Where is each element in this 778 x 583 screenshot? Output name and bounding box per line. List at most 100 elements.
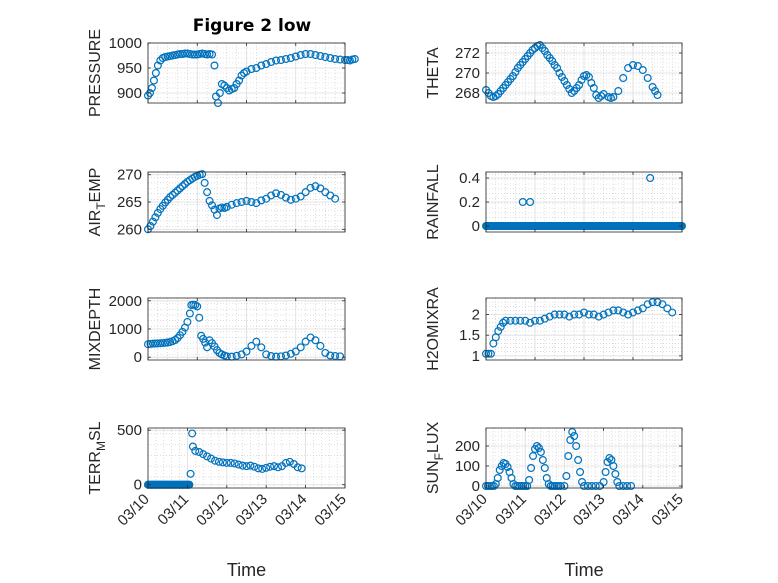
data-point <box>350 54 359 63</box>
data-point <box>151 213 160 222</box>
data-point <box>257 343 266 352</box>
data-point <box>191 301 200 310</box>
data-point <box>484 349 493 358</box>
data-point <box>237 71 246 80</box>
data-point <box>286 195 295 204</box>
data-point <box>555 310 564 319</box>
data-point <box>646 174 655 183</box>
data-point <box>627 482 636 491</box>
data-point <box>336 55 345 64</box>
x-tick-label: 03/12 <box>531 491 570 530</box>
data-point <box>527 464 536 473</box>
data-point <box>247 198 256 207</box>
data-point <box>331 54 340 63</box>
panel-8: 0 100 200 03/10 03/11 03/12 03/13 03/14 03/15 SUN… <box>425 422 687 580</box>
y-axis-label-subscript: F <box>432 453 446 460</box>
y-axis-label-rest: EMP <box>87 168 104 203</box>
data-point <box>594 312 603 321</box>
y-axis-label-main: MIXDEPTH <box>87 288 104 371</box>
data-point <box>609 92 618 101</box>
data-point <box>583 482 592 491</box>
data-point <box>575 80 584 89</box>
data-point <box>653 90 662 99</box>
data-point <box>173 186 182 195</box>
data-point <box>210 61 219 70</box>
data-point <box>579 482 588 491</box>
data-point <box>293 463 302 472</box>
data-point <box>296 50 305 59</box>
data-point <box>237 198 246 207</box>
data-point <box>493 474 502 483</box>
data-point <box>508 71 517 80</box>
ticks <box>485 43 683 103</box>
data-point <box>285 457 294 466</box>
x-tick-label: 03/10 <box>452 491 491 530</box>
y-tick-label: 268 <box>455 85 480 102</box>
ticks <box>485 172 683 232</box>
data-point <box>511 67 520 76</box>
data-point <box>613 478 622 487</box>
data-point <box>183 317 192 326</box>
data-point <box>147 83 156 92</box>
data-point <box>534 444 543 453</box>
data-point <box>168 190 177 199</box>
data-point <box>643 73 652 82</box>
data-point <box>301 188 310 197</box>
y-tick-label: 200 <box>455 438 480 455</box>
y-axis-label-main: H2OMIXRA <box>425 287 442 371</box>
data-point <box>628 60 637 69</box>
series-points <box>144 170 340 234</box>
data-point <box>491 91 500 100</box>
y-axis-label-main: PRESSURE <box>87 29 104 117</box>
figure-title: Figure 2 low <box>193 16 312 36</box>
data-point <box>486 349 495 358</box>
panel-1: 900 950 1000 PRESSURE <box>87 29 359 117</box>
data-point <box>311 182 320 191</box>
data-point <box>188 442 197 451</box>
data-point <box>238 461 247 470</box>
y-tick-label: 272 <box>455 45 480 62</box>
data-point <box>532 442 541 451</box>
series-points <box>144 300 345 361</box>
data-point <box>582 70 591 79</box>
y-tick-label: 270 <box>117 167 142 184</box>
ticks <box>485 428 683 488</box>
y-tick-label: 950 <box>117 60 142 77</box>
data-point <box>185 309 194 318</box>
data-point <box>643 300 652 309</box>
y-axis-label-main: RAINFALL <box>425 164 442 240</box>
data-point <box>321 52 330 61</box>
x-tick-label: 03/15 <box>648 491 687 530</box>
data-point <box>568 428 577 437</box>
y-tick-label: 100 <box>455 458 480 475</box>
data-point <box>226 458 235 467</box>
data-point <box>633 306 642 315</box>
y-axis-label-subscript: M <box>94 441 108 451</box>
y-tick-label: 0.4 <box>459 170 480 187</box>
data-point <box>232 199 241 208</box>
data-point <box>628 308 637 317</box>
data-point <box>601 468 610 477</box>
data-point <box>540 314 549 323</box>
series-points <box>482 428 636 491</box>
data-point <box>208 201 217 210</box>
data-point <box>526 198 535 207</box>
data-point <box>242 196 251 205</box>
data-point <box>587 482 596 491</box>
y-tick-label: 260 <box>117 221 142 238</box>
data-point <box>151 68 160 77</box>
data-point <box>171 188 180 197</box>
data-point <box>574 456 583 465</box>
data-point <box>191 446 200 455</box>
data-point <box>145 88 154 97</box>
data-point <box>222 458 231 467</box>
data-point <box>311 50 320 59</box>
y-tick-label: 270 <box>455 65 480 82</box>
data-point <box>193 302 202 311</box>
data-point <box>548 56 557 65</box>
data-point <box>250 462 259 471</box>
data-point <box>230 459 239 468</box>
data-point <box>589 83 598 92</box>
data-point <box>535 316 544 325</box>
y-axis-label: AIRTEMP <box>87 168 108 237</box>
